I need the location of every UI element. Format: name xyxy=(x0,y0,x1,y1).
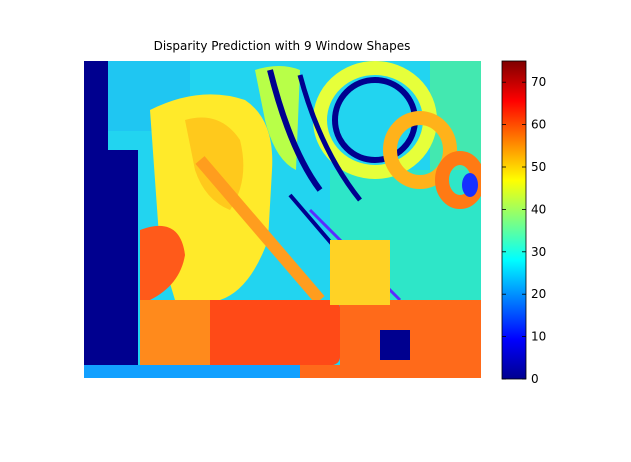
colorbar-tick-label: 0 xyxy=(531,372,539,386)
colorbar-tick-label: 70 xyxy=(531,75,546,89)
colorbar-tick-label: 30 xyxy=(531,245,546,259)
chart-title: Disparity Prediction with 9 Window Shape… xyxy=(154,39,411,53)
colorbar xyxy=(501,60,527,380)
colorbar-axis: 0 10 20 30 40 50 60 70 xyxy=(502,75,546,386)
disparity-map-image xyxy=(84,61,481,378)
colorbar-tick-label: 40 xyxy=(531,202,546,216)
colorbar-tick-label: 60 xyxy=(531,118,546,132)
colorbar-tick-label: 10 xyxy=(531,330,546,344)
colorbar-tick-label: 20 xyxy=(531,287,546,301)
colorbar-tick-label: 50 xyxy=(531,160,546,174)
